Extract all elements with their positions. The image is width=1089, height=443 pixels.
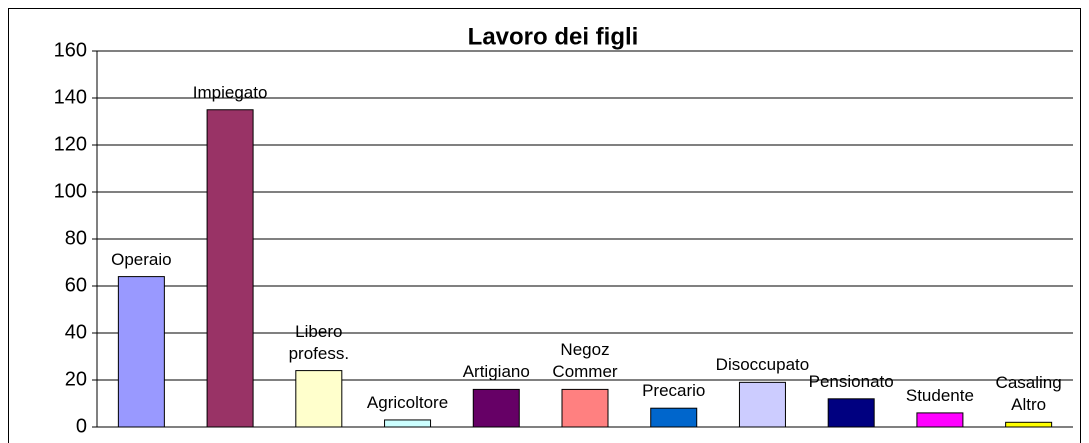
y-tick-label: 160 bbox=[54, 39, 87, 61]
category-label: Studente bbox=[905, 385, 974, 405]
bar bbox=[916, 412, 964, 428]
y-tick-label: 40 bbox=[65, 321, 87, 343]
bar bbox=[650, 407, 698, 428]
bar bbox=[827, 398, 875, 428]
category-label: Disoccupato bbox=[715, 355, 810, 375]
category-label: Negoz Commer bbox=[552, 340, 618, 382]
chart-title: Lavoro dei figli bbox=[468, 23, 639, 50]
y-tick-label: 140 bbox=[54, 86, 87, 108]
y-tick-label: 0 bbox=[76, 415, 87, 437]
category-label: Precario bbox=[642, 381, 706, 401]
y-tick-label: 80 bbox=[65, 227, 87, 249]
bar bbox=[295, 370, 343, 428]
bar bbox=[738, 381, 786, 428]
bar bbox=[561, 388, 609, 428]
y-tick-label: 20 bbox=[65, 368, 87, 390]
category-label: Impiegato bbox=[192, 82, 268, 102]
category-label: Operaio bbox=[111, 249, 172, 269]
bar bbox=[472, 388, 520, 428]
bar bbox=[1005, 421, 1053, 428]
bar bbox=[384, 419, 432, 428]
y-tick-label: 60 bbox=[65, 274, 87, 296]
bar bbox=[117, 276, 165, 428]
category-label: Casaling Altro bbox=[995, 373, 1062, 415]
category-label: Artigiano bbox=[462, 362, 530, 382]
y-tick-label: 120 bbox=[54, 133, 87, 155]
chart-frame bbox=[8, 8, 1081, 443]
category-label: Agricoltore bbox=[366, 392, 449, 412]
category-label: Libero profess. bbox=[288, 321, 350, 363]
category-label: Pensionato bbox=[808, 371, 894, 391]
y-tick-label: 100 bbox=[54, 180, 87, 202]
bar bbox=[206, 109, 254, 428]
